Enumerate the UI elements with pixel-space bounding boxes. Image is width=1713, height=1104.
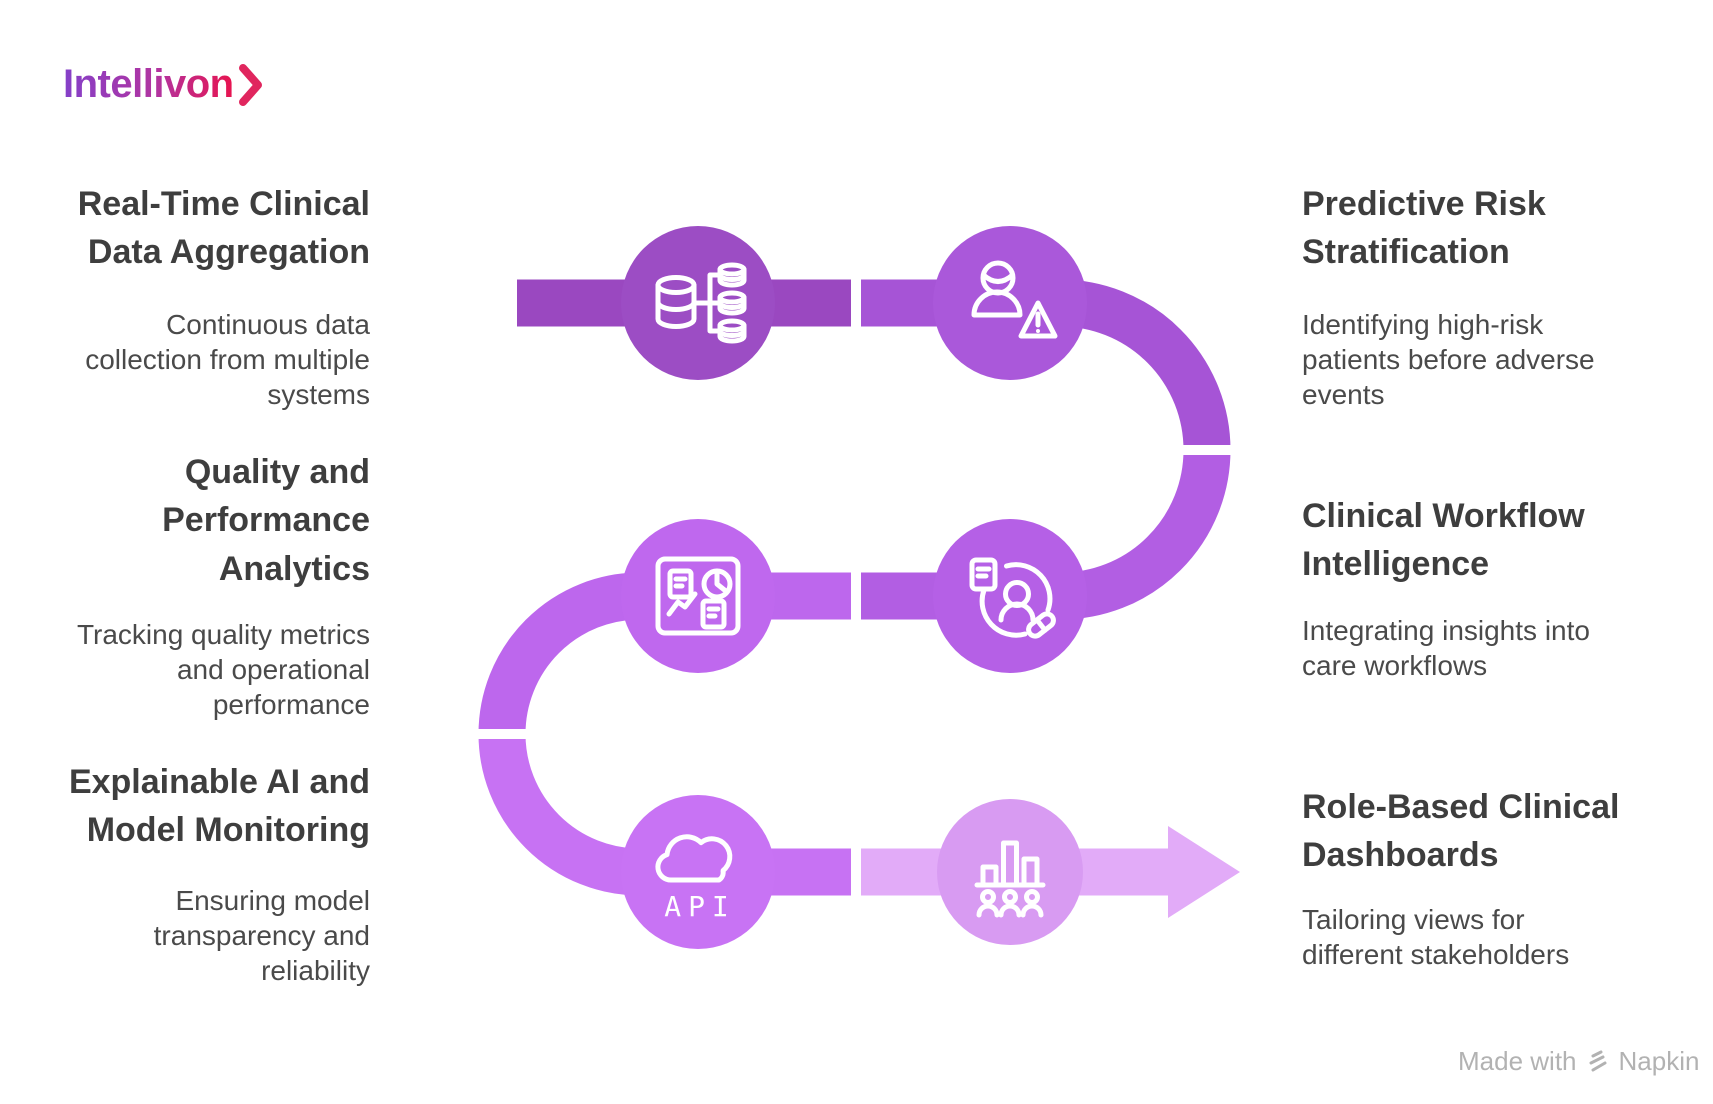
logo-chevron-icon xyxy=(238,63,262,106)
node-role-dashboards xyxy=(937,799,1083,945)
patient-warning-icon xyxy=(971,260,1058,339)
made-with-label: Made with xyxy=(1458,1046,1577,1076)
feature-desc: Tailoring views for different stakeholde… xyxy=(1302,903,1570,970)
feature-block-role-dashboards: Role-Based Clinical Dashboards Tailoring… xyxy=(1302,783,1702,972)
flow-segment-5 xyxy=(478,733,856,896)
node-workflow-intelligence xyxy=(933,519,1087,673)
logo-text: Intellivon xyxy=(63,62,234,106)
feature-block-data-aggregation: Real-Time Clinical Data Aggregation Cont… xyxy=(0,180,370,412)
flow-arrowhead xyxy=(1168,826,1240,918)
api-cloud-icon: API xyxy=(655,834,736,923)
feature-title: Real-Time Clinical Data Aggregation xyxy=(77,185,370,272)
feature-desc: Ensuring model transparency and reliabil… xyxy=(153,884,370,986)
api-label: API xyxy=(664,890,736,923)
napkin-brand: Napkin xyxy=(1618,1046,1700,1076)
logo: Intellivon xyxy=(63,62,264,107)
feature-title: Explainable AI and Model Monitoring xyxy=(68,763,370,850)
node-explainable-ai xyxy=(621,795,775,949)
feature-block-risk-stratification: Predictive Risk Stratification Identifyi… xyxy=(1302,180,1702,412)
feature-title: Predictive Risk Stratification xyxy=(1302,185,1546,272)
feature-block-explainable-ai: Explainable AI and Model Monitoring Ensu… xyxy=(0,758,370,988)
node-quality-analytics xyxy=(621,519,775,673)
feature-desc: Continuous data collection from multiple… xyxy=(85,308,370,410)
barchart-users-icon xyxy=(974,840,1046,915)
feature-title: Quality and Performance Analytics xyxy=(162,453,370,588)
node-risk-stratification xyxy=(933,226,1087,380)
feature-desc: Tracking quality metrics and operational… xyxy=(76,618,370,720)
analytics-dashboard-icon xyxy=(655,556,741,636)
feature-desc: Integrating insights into care workflows xyxy=(1302,614,1590,681)
feature-desc: Identifying high-risk patients before ad… xyxy=(1302,308,1595,410)
feature-title: Clinical Workflow Intelligence xyxy=(1302,497,1585,584)
feature-block-quality-analytics: Quality and Performance Analytics Tracki… xyxy=(0,448,370,722)
feature-block-workflow-intelligence: Clinical Workflow Intelligence Integrati… xyxy=(1302,492,1702,683)
watermark: Made with Napkin xyxy=(1458,1046,1699,1077)
napkin-logo-icon xyxy=(1589,1050,1606,1071)
flow-segment-4 xyxy=(478,572,856,735)
care-workflow-icon xyxy=(969,557,1056,639)
feature-title: Role-Based Clinical Dashboards xyxy=(1302,788,1620,875)
database-aggregation-icon xyxy=(655,265,744,341)
